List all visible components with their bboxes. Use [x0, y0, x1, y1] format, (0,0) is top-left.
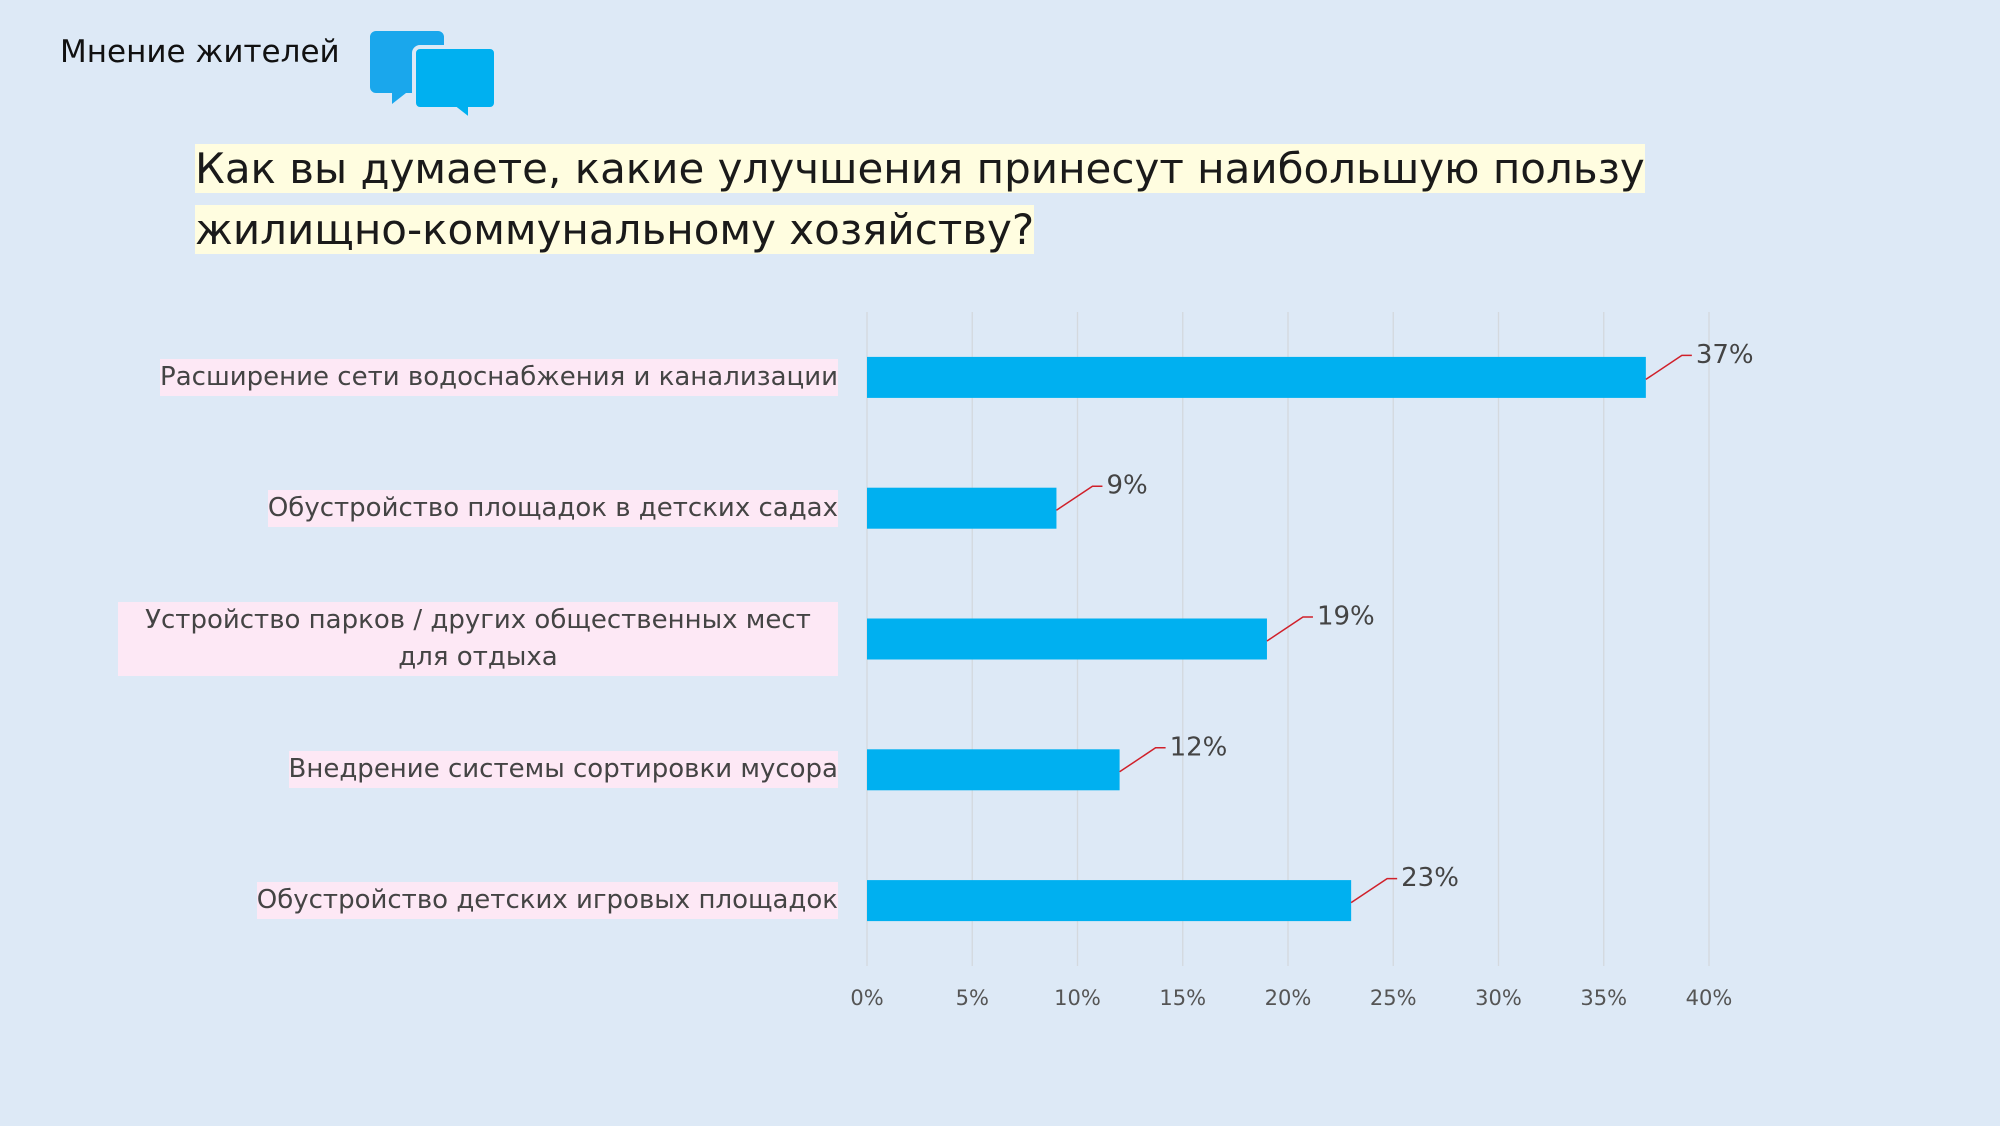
category-label: Обустройство площадок в детских садах: [118, 489, 838, 527]
bar: [867, 618, 1267, 660]
bar: [867, 749, 1120, 791]
category-label: Устройство парков / других общественных …: [118, 602, 838, 676]
x-tick-label: 35%: [1580, 986, 1627, 1010]
category-label: Внедрение системы сортировки мусора: [118, 751, 838, 789]
category-label: Обустройство детских игровых площадок: [118, 882, 838, 920]
leader-line: [1119, 747, 1166, 773]
leader-line: [1645, 354, 1692, 381]
category-text: Обустройство детских игровых площадок: [256, 882, 838, 920]
bar: [867, 880, 1352, 922]
value-label: 12%: [1170, 732, 1228, 762]
value-label: 19%: [1317, 602, 1375, 632]
x-tick-label: 15%: [1159, 986, 1206, 1010]
value-label: 23%: [1401, 863, 1459, 893]
leader-line: [1056, 485, 1103, 511]
x-tick-label: 40%: [1686, 986, 1733, 1010]
x-tick-label: 25%: [1370, 986, 1417, 1010]
category-text: Устройство парков / других общественных …: [118, 602, 838, 676]
bubble-front: [412, 45, 498, 125]
category-text: Обустройство площадок в детских садах: [267, 489, 838, 527]
x-tick-label: 5%: [956, 986, 989, 1010]
leader-line: [1350, 877, 1398, 904]
chat-icon: [370, 31, 498, 125]
bar: [867, 487, 1057, 529]
bar: [867, 356, 1646, 398]
category-label: Расширение сети водоснабжения и канализа…: [118, 358, 838, 396]
x-tick-label: 20%: [1265, 986, 1312, 1010]
chart-title: Как вы думаете, какие улучшения принесут…: [195, 138, 1815, 260]
category-text: Расширение сети водоснабжения и канализа…: [160, 358, 838, 396]
category-text: Внедрение системы сортировки мусора: [288, 751, 838, 789]
x-tick-label: 10%: [1054, 986, 1101, 1010]
x-tick-label: 0%: [850, 986, 883, 1010]
leader-line: [1266, 616, 1313, 642]
value-label: 9%: [1106, 471, 1147, 501]
header-title: Мнение жителей: [60, 34, 340, 70]
title-text: Как вы думаете, какие улучшения принесут…: [195, 144, 1645, 254]
value-label: 37%: [1696, 340, 1754, 370]
x-tick-label: 30%: [1475, 986, 1522, 1010]
